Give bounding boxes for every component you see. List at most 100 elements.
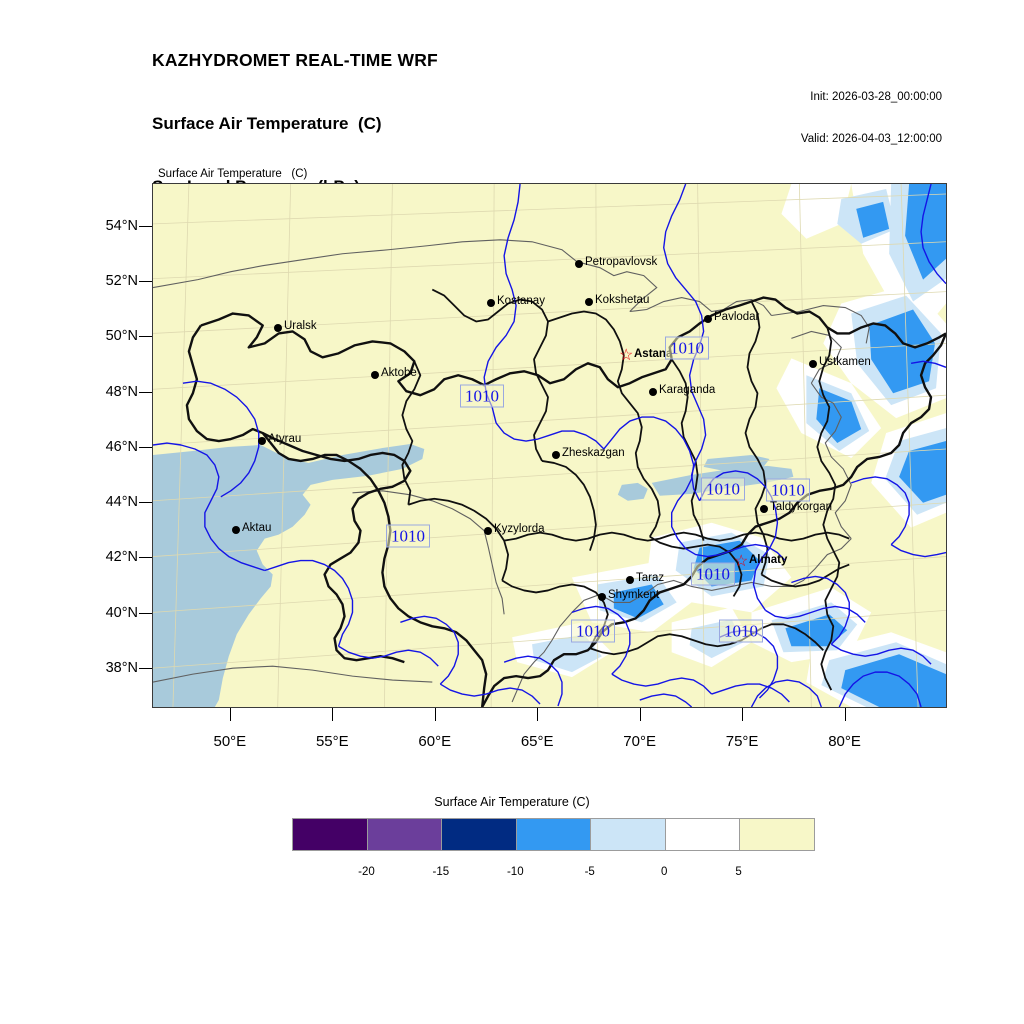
colorbar-title: Surface Air Temperature (C) <box>434 795 590 809</box>
oblast-borders <box>401 288 850 691</box>
isobar-label: 1010 <box>701 477 745 501</box>
lat-tick-label: 54°N <box>105 217 138 234</box>
colorbar-tick-label: -20 <box>358 866 375 878</box>
city-dot-icon <box>274 324 282 332</box>
init-time-label: Init: 2026-03-28_00:00:00 <box>810 91 942 103</box>
lat-tick-mark <box>139 281 152 283</box>
lon-tick-mark <box>537 708 539 721</box>
isobar-label: 1010 <box>386 524 430 548</box>
lat-tick-mark <box>139 502 152 504</box>
colorbar-swatch-5 <box>664 819 740 850</box>
colorbar-tick-label: -15 <box>432 866 450 878</box>
colorbar-tick-label: 0 <box>660 866 668 878</box>
city-dot-icon <box>626 576 634 584</box>
lon-tick-mark <box>434 708 436 721</box>
city-label: Petropavlovsk <box>585 256 658 268</box>
isobar-label: 1010 <box>766 478 810 502</box>
colorbar-swatch-6 <box>739 819 815 850</box>
lat-tick-mark <box>139 225 152 227</box>
lon-tick-label: 80°E <box>828 733 861 750</box>
city-label: Kyzylorda <box>494 523 545 535</box>
lat-tick-label: 38°N <box>105 659 138 676</box>
city-label: Pavlodar <box>714 311 760 323</box>
lon-tick-label: 55°E <box>315 733 349 750</box>
city-dot-icon <box>809 360 817 368</box>
colorbar-tick-label: -5 <box>584 866 595 878</box>
lat-tick-label: 52°N <box>105 273 138 290</box>
city-label: Atyrau <box>268 433 302 445</box>
isobar-label: 1010 <box>691 562 735 586</box>
lat-tick-mark <box>139 446 152 448</box>
city-dot-icon <box>649 388 657 396</box>
city-label: Ustkamen <box>819 356 871 368</box>
city-label: Aktau <box>242 522 272 534</box>
valid-time-label: Valid: 2026-04-03_12:00:00 <box>800 133 942 145</box>
lon-tick-label: 70°E <box>623 733 656 750</box>
capital-star-icon: ☆ <box>619 347 634 364</box>
lat-tick-label: 44°N <box>105 494 138 511</box>
capital-star-icon: ☆ <box>734 553 749 570</box>
lat-tick-label: 42°N <box>105 549 138 566</box>
isobar-label: 1010 <box>719 619 763 643</box>
lat-tick-label: 46°N <box>105 438 138 455</box>
city-dot-icon <box>760 505 768 513</box>
lat-tick-mark <box>139 336 152 338</box>
lon-tick-label: 65°E <box>520 733 554 750</box>
colorbar-tick-label: -10 <box>506 866 524 878</box>
colorbar-swatch-0 <box>293 819 367 850</box>
city-dot-icon <box>232 526 240 534</box>
graticule <box>153 184 946 707</box>
colorbar-swatch-3 <box>515 819 591 850</box>
city-dot-icon <box>598 593 606 601</box>
city-label: Zheskazgan <box>562 447 625 459</box>
lat-tick-mark <box>139 612 152 614</box>
lon-tick-label: 75°E <box>725 733 759 750</box>
lat-tick-mark <box>139 557 152 559</box>
map-canvas <box>153 184 946 707</box>
temp-band-minus10-to-minus5 <box>613 184 946 707</box>
city-label: Karaganda <box>659 384 716 396</box>
colorbar-swatch-1 <box>366 819 442 850</box>
subcaption-line-1: Surface Air Temperature (C) <box>158 168 308 180</box>
lat-tick-label: 40°N <box>105 604 138 621</box>
lat-tick-label: 48°N <box>105 383 138 400</box>
isobar-label: 1010 <box>665 336 709 360</box>
title-line-2: Surface Air Temperature (C) <box>152 114 382 133</box>
city-label: Taraz <box>636 572 665 584</box>
model-run-info: Init: 2026-03-28_00:00:00 Valid: 2026-04… <box>801 62 942 160</box>
city-dot-icon <box>487 299 495 307</box>
city-dot-icon <box>704 315 712 323</box>
city-label: Astana <box>634 348 673 360</box>
city-dot-icon <box>484 527 492 535</box>
city-dot-icon <box>552 451 560 459</box>
weather-map[interactable]: Petropavlovsk Kostanay Kokshetau Pavlodar Ur… <box>152 183 947 708</box>
isobar-label: 1010 <box>571 619 615 643</box>
lat-tick-mark <box>139 667 152 669</box>
city-dot-icon <box>575 260 583 268</box>
city-label: Almaty <box>749 554 788 566</box>
city-dot-icon <box>371 371 379 379</box>
lon-tick-mark <box>332 708 334 721</box>
lat-tick-label: 50°N <box>105 328 138 345</box>
lon-tick-mark <box>742 708 744 721</box>
colorbar-swatch-4 <box>590 819 665 850</box>
lon-tick-label: 50°E <box>213 733 247 750</box>
city-label: Uralsk <box>284 320 317 332</box>
city-dot-icon <box>258 437 266 445</box>
city-label: Aktobe <box>381 367 417 379</box>
kazakhstan-border <box>185 296 946 707</box>
lon-tick-mark <box>229 708 231 721</box>
city-label: Taldykorgan <box>770 501 833 513</box>
temperature-colorbar[interactable] <box>292 818 815 851</box>
city-label: Shymkent <box>608 589 660 601</box>
colorbar-swatch-2 <box>441 819 516 850</box>
isobar-label: 1010 <box>460 384 504 408</box>
lon-tick-mark <box>639 708 641 721</box>
title-line-1: KAZHYDROMET REAL-TIME WRF <box>152 50 438 70</box>
city-label: Kostanay <box>497 295 545 307</box>
lon-tick-mark <box>844 708 846 721</box>
neighbor-borders <box>153 239 870 703</box>
city-dot-icon <box>585 298 593 306</box>
city-label: Kokshetau <box>595 294 650 306</box>
lon-tick-label: 60°E <box>418 733 452 750</box>
